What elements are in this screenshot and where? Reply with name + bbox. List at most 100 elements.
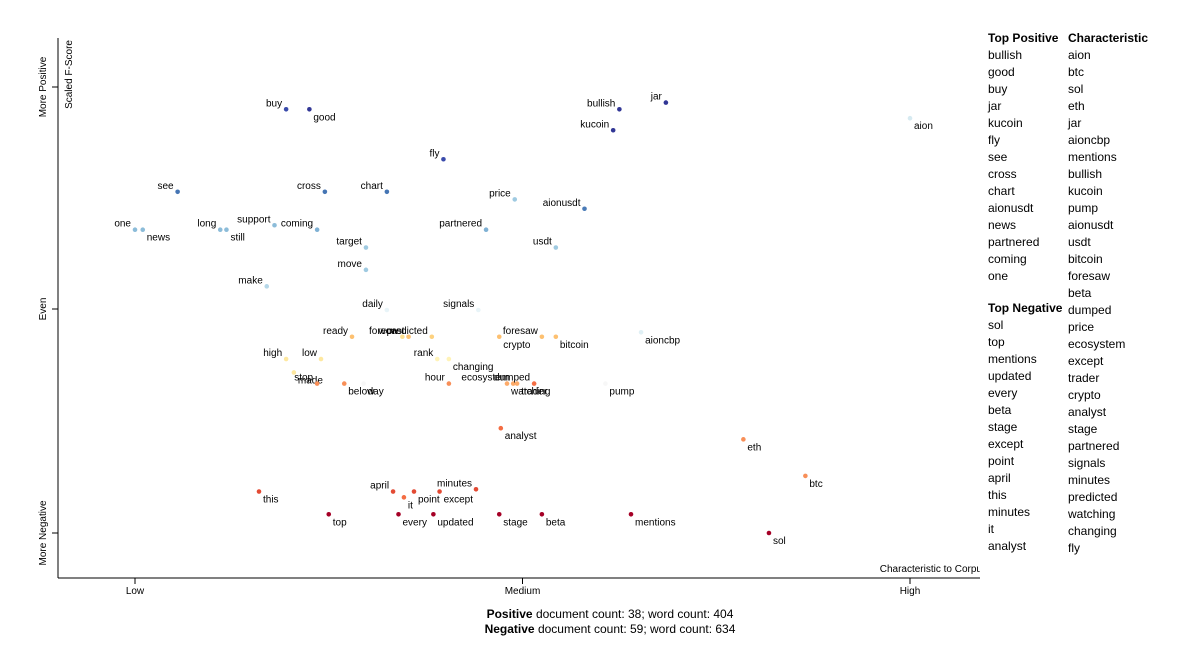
point-day[interactable]: [361, 381, 366, 386]
point-except[interactable]: [437, 489, 442, 494]
characteristic-item[interactable]: beta: [1068, 286, 1092, 300]
characteristic-item[interactable]: mentions: [1068, 150, 1117, 164]
point-pump[interactable]: [603, 381, 608, 386]
point-rank[interactable]: [434, 356, 440, 362]
point-made[interactable]: [291, 370, 297, 375]
point-btc[interactable]: [803, 473, 808, 479]
characteristic-item[interactable]: fly: [1068, 541, 1080, 555]
characteristic-item[interactable]: price: [1068, 320, 1095, 334]
point-make[interactable]: [264, 284, 270, 289]
top-positive-item[interactable]: partnered: [988, 235, 1040, 249]
top-positive-item[interactable]: good: [988, 65, 1015, 79]
characteristic-item[interactable]: usdt: [1068, 235, 1091, 249]
characteristic-item[interactable]: watching: [1068, 507, 1116, 521]
characteristic-item[interactable]: ecosystem: [1068, 337, 1126, 351]
characteristic-item[interactable]: trader: [1068, 371, 1100, 385]
top-negative-item[interactable]: except: [988, 437, 1024, 451]
characteristic-item[interactable]: eth: [1068, 99, 1085, 113]
characteristic-item[interactable]: crypto: [1068, 388, 1101, 402]
point-buy[interactable]: [283, 107, 289, 112]
top-positive-item[interactable]: one: [988, 269, 1009, 283]
characteristic-item[interactable]: except: [1068, 354, 1104, 368]
point-predicted[interactable]: [429, 334, 435, 340]
point-stop[interactable]: [314, 381, 320, 386]
top-positive-item[interactable]: aionusdt: [988, 201, 1034, 215]
point-partnered[interactable]: [483, 227, 489, 233]
characteristic-item[interactable]: dumped: [1068, 303, 1112, 317]
point-every[interactable]: [396, 511, 401, 517]
point-hour[interactable]: [446, 381, 452, 386]
top-positive-item[interactable]: jar: [988, 99, 1002, 113]
characteristic-item[interactable]: analyst: [1068, 405, 1107, 419]
top-negative-item[interactable]: every: [988, 386, 1018, 400]
point-updated[interactable]: [431, 511, 436, 517]
point-see[interactable]: [175, 189, 180, 195]
point-support[interactable]: [272, 222, 277, 228]
point-ecosystem[interactable]: [510, 381, 516, 386]
point-top[interactable]: [326, 511, 332, 517]
top-positive-item[interactable]: chart: [988, 184, 1015, 198]
characteristic-item[interactable]: foresaw: [1068, 269, 1111, 283]
top-negative-item[interactable]: sol: [988, 318, 1004, 332]
characteristic-item[interactable]: jar: [1068, 116, 1082, 130]
point-kucoin[interactable]: [610, 127, 616, 133]
point-watching[interactable]: [504, 381, 510, 386]
top-positive-item[interactable]: fly: [988, 133, 1000, 147]
characteristic-item[interactable]: predicted: [1068, 490, 1118, 504]
point-cross[interactable]: [322, 189, 328, 195]
top-negative-item[interactable]: minutes: [988, 505, 1031, 519]
top-negative-item[interactable]: mentions: [988, 352, 1037, 366]
characteristic-item[interactable]: bullish: [1068, 167, 1103, 181]
point-bullish[interactable]: [617, 107, 622, 112]
top-negative-item[interactable]: stage: [988, 420, 1018, 434]
characteristic-item[interactable]: sol: [1068, 82, 1084, 96]
point-news[interactable]: [140, 227, 146, 233]
characteristic-item[interactable]: signals: [1068, 456, 1106, 470]
point-still[interactable]: [224, 227, 229, 233]
point-it[interactable]: [401, 495, 407, 500]
top-positive-item[interactable]: buy: [988, 82, 1008, 96]
top-positive-item[interactable]: cross: [988, 167, 1017, 181]
top-negative-item[interactable]: updated: [988, 369, 1032, 383]
point-dumped[interactable]: [531, 381, 537, 386]
characteristic-item[interactable]: stage: [1068, 422, 1098, 436]
point-usdt[interactable]: [553, 245, 559, 250]
top-negative-item[interactable]: april: [988, 471, 1011, 485]
point-chart[interactable]: [384, 189, 390, 195]
point-changing[interactable]: [446, 356, 452, 362]
top-positive-item[interactable]: kucoin: [988, 116, 1023, 130]
characteristic-item[interactable]: aioncbp: [1068, 133, 1111, 147]
characteristic-item[interactable]: btc: [1068, 65, 1085, 79]
point-april[interactable]: [390, 489, 396, 494]
point-signals[interactable]: [476, 307, 481, 313]
point-move[interactable]: [363, 267, 369, 273]
top-positive-item[interactable]: see: [988, 150, 1008, 164]
point-foresaw[interactable]: [539, 334, 545, 340]
top-negative-item[interactable]: analyst: [988, 539, 1027, 553]
top-positive-item[interactable]: bullish: [988, 48, 1023, 62]
top-negative-item[interactable]: point: [988, 454, 1015, 468]
characteristic-item[interactable]: kucoin: [1068, 184, 1103, 198]
point-target[interactable]: [363, 245, 369, 250]
point-good[interactable]: [307, 107, 312, 112]
point-below[interactable]: [341, 381, 347, 386]
characteristic-item[interactable]: minutes: [1068, 473, 1111, 487]
point-point[interactable]: [411, 489, 417, 494]
point-ready[interactable]: [349, 334, 355, 340]
top-negative-item[interactable]: top: [988, 335, 1005, 349]
point-eth[interactable]: [741, 437, 746, 442]
characteristic-item[interactable]: bitcoin: [1068, 252, 1103, 266]
point-sol[interactable]: [766, 530, 772, 536]
top-positive-item[interactable]: news: [988, 218, 1017, 232]
characteristic-item[interactable]: aion: [1068, 48, 1091, 62]
point-aion[interactable]: [907, 115, 913, 121]
point-wow[interactable]: [400, 334, 405, 340]
point-coming[interactable]: [314, 227, 320, 233]
point-fly[interactable]: [441, 156, 446, 162]
characteristic-item[interactable]: aionusdt: [1068, 218, 1114, 232]
point-minutes[interactable]: [473, 486, 479, 492]
point-daily[interactable]: [384, 307, 390, 313]
point-trader[interactable]: [514, 381, 520, 386]
point-price[interactable]: [512, 197, 518, 202]
point-analyst[interactable]: [498, 425, 504, 431]
